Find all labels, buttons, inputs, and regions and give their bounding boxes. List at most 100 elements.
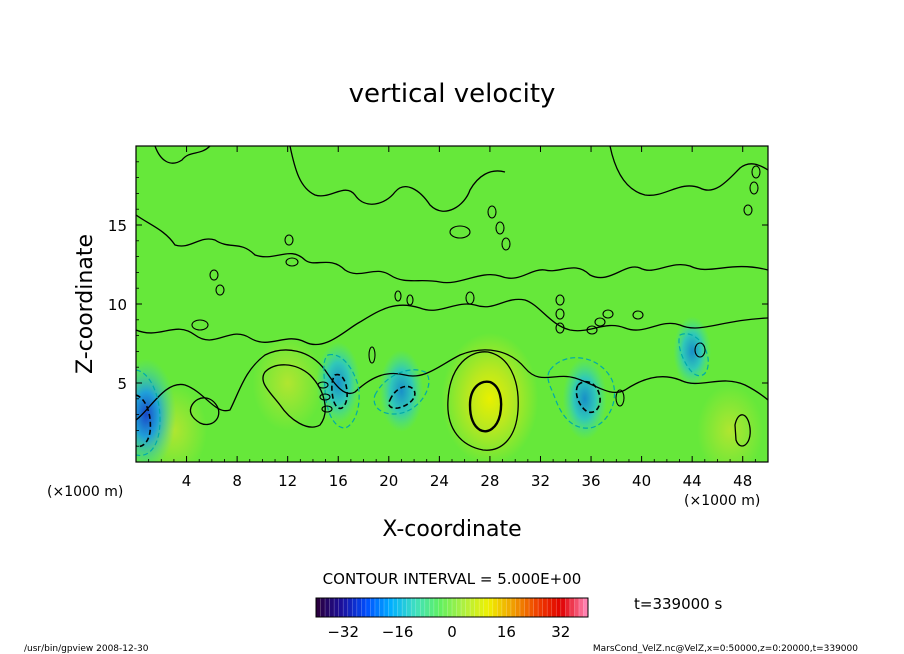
colorbar-cell xyxy=(470,598,475,617)
colorbar-cell xyxy=(501,598,507,617)
x-unit-right: (×1000 m) xyxy=(684,493,760,509)
colorbar-cell xyxy=(397,598,403,617)
colorbar-cell xyxy=(406,598,412,617)
colorbar-cell xyxy=(420,598,426,617)
colorbar-cell xyxy=(384,598,389,617)
colorbar-cell xyxy=(402,598,407,617)
colorbar-cell xyxy=(456,598,462,617)
colorbar-cell xyxy=(538,598,543,617)
colorbar-tick-label: 16 xyxy=(497,623,516,641)
colorbar-cell xyxy=(424,598,430,617)
cell xyxy=(465,291,475,305)
colorbar-cell xyxy=(524,598,530,617)
x-tick-label: 36 xyxy=(581,472,600,490)
x-tick-label: 24 xyxy=(430,472,449,490)
field-updraft-1 xyxy=(252,335,323,431)
colorbar-cell xyxy=(452,598,457,617)
cell xyxy=(751,165,761,179)
y-tick-label: 5 xyxy=(117,375,127,393)
colorbar-tick-label: −16 xyxy=(382,623,414,641)
colorbar-tick-label: 0 xyxy=(447,623,457,641)
colorbar-cell xyxy=(551,598,557,617)
cell xyxy=(215,284,225,296)
cell xyxy=(209,269,219,281)
x-tick-label: 40 xyxy=(632,472,651,490)
cell xyxy=(586,325,598,335)
cell xyxy=(602,309,614,319)
colorbar-cell xyxy=(374,598,380,617)
contour-zero-lower xyxy=(136,349,768,421)
colorbar-cell xyxy=(320,598,326,617)
colorbar-ticks: −32 −16 0 16 32 xyxy=(327,623,570,641)
colorbar-cell xyxy=(474,598,480,617)
cell xyxy=(694,342,706,358)
cell xyxy=(555,294,565,306)
cell xyxy=(285,257,299,267)
contour-pos-28-inner xyxy=(468,380,503,433)
colorbar-cell xyxy=(438,598,444,617)
small-cells xyxy=(191,165,761,413)
colorbar-cell xyxy=(578,598,584,617)
contour-top-middle xyxy=(289,146,506,212)
colorbar-cell xyxy=(569,598,575,617)
colorbar-cell xyxy=(370,598,376,617)
colorbar-cell xyxy=(574,598,580,617)
contour-neg-44 xyxy=(678,333,709,377)
contour-neg-35-inner xyxy=(575,381,601,414)
contour-zero-upper xyxy=(136,214,768,284)
x-tick-label: 12 xyxy=(278,472,297,490)
contour-neg-16-inner xyxy=(331,373,348,410)
field-downdraft-4 xyxy=(136,358,177,462)
contour-neg-35 xyxy=(547,357,616,429)
colorbar-cell xyxy=(479,598,485,617)
contour-pos-3 xyxy=(189,397,220,426)
colorbar-cell xyxy=(325,598,330,617)
cell xyxy=(749,181,759,195)
cell xyxy=(317,381,329,389)
cell xyxy=(191,319,209,331)
colorbar-cell xyxy=(497,598,503,617)
colorbar-cell xyxy=(347,598,353,617)
plot-area xyxy=(136,146,768,462)
colorbar-cell xyxy=(411,598,417,617)
contour-pos-47 xyxy=(734,414,751,447)
cell xyxy=(284,234,294,246)
x-tick-label: 28 xyxy=(480,472,499,490)
x-axis-label: X-coordinate xyxy=(382,517,521,542)
colorbar-cell xyxy=(547,598,553,617)
colorbar-cell xyxy=(429,598,435,617)
cell xyxy=(555,308,565,320)
colorbar-cell xyxy=(542,598,548,617)
cell xyxy=(406,294,414,306)
colorbar-cell xyxy=(510,598,516,617)
x-tick-label: 8 xyxy=(232,472,242,490)
contour-lines xyxy=(136,146,768,451)
colorbar-cell xyxy=(506,598,512,617)
colorbar-cell xyxy=(361,598,367,617)
colorbar-cell xyxy=(343,598,349,617)
cell xyxy=(555,322,565,334)
colorbar-cell xyxy=(565,598,571,617)
colorbar-cell xyxy=(329,598,335,617)
colorbar-cell xyxy=(365,598,371,617)
colorbar-cell xyxy=(556,598,562,617)
contour-pos-12 xyxy=(262,364,326,428)
y-tick-label: 15 xyxy=(108,217,127,235)
cell xyxy=(394,290,402,302)
contour-neg-left xyxy=(136,369,161,456)
colorbar-cell xyxy=(583,598,589,617)
contour-lines-negative xyxy=(136,333,709,456)
cell xyxy=(501,237,511,251)
cell xyxy=(632,310,644,320)
x-unit-left: (×1000 m) xyxy=(47,484,123,500)
colorbar-cell xyxy=(388,598,394,617)
y-axis-label: Z-coordinate xyxy=(73,234,98,374)
x-axis-ticks: 4 8 12 16 20 24 28 32 36 40 44 48 xyxy=(148,146,756,490)
colorbar-cell xyxy=(520,598,525,617)
colorbar-frame xyxy=(315,597,589,618)
colorbar-cells xyxy=(315,598,589,617)
colorbar-cell xyxy=(352,598,358,617)
x-tick-label: 4 xyxy=(182,472,192,490)
colorbar-cell xyxy=(492,598,498,617)
